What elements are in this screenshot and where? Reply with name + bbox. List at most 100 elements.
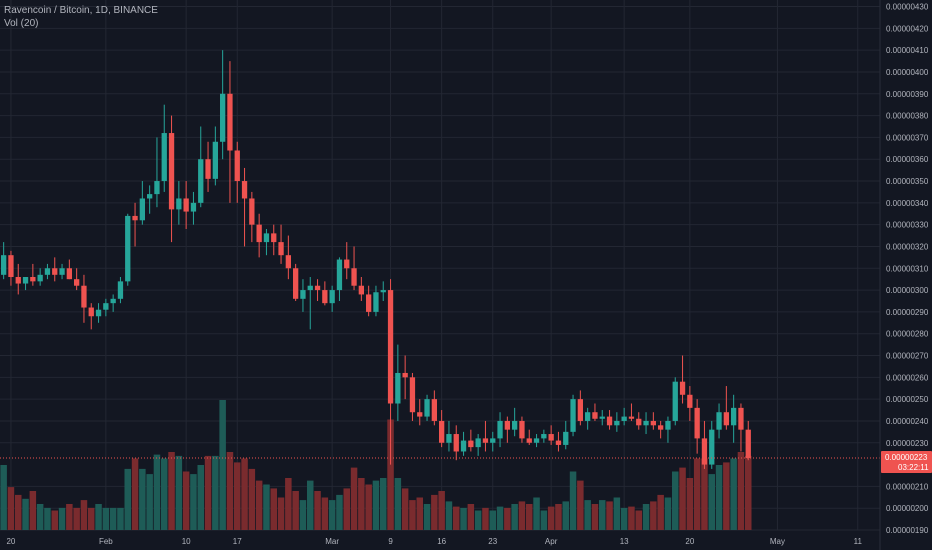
candle-body <box>125 215 131 282</box>
candle-body <box>212 141 218 179</box>
candle-body <box>322 290 328 304</box>
x-tick-label: May <box>770 537 785 546</box>
volume-bar <box>460 507 467 530</box>
volume-bar <box>591 504 599 530</box>
candle-body <box>344 259 350 269</box>
candle-body <box>533 438 540 443</box>
candle-body <box>679 381 686 395</box>
volume-bar <box>482 507 489 530</box>
last-price-tag <box>881 451 932 474</box>
volume-bar <box>248 468 256 530</box>
candle-body <box>30 276 36 282</box>
candle-body <box>723 412 729 426</box>
y-tick-label: 0.00000410 <box>886 46 929 55</box>
volume-bar <box>635 510 642 530</box>
candle-body <box>636 418 642 426</box>
candle-body <box>402 372 408 378</box>
volume-bar <box>175 455 183 530</box>
volume-bar <box>44 507 51 530</box>
volume-bar <box>292 491 299 530</box>
volume-bar <box>350 467 358 530</box>
x-tick-label: 13 <box>620 537 629 546</box>
y-tick-label: 0.00000190 <box>886 526 929 535</box>
candle-body <box>606 416 613 426</box>
y-tick-label: 0.00000360 <box>886 155 929 164</box>
x-tick-label: Feb <box>99 537 113 546</box>
volume-bar <box>314 491 321 530</box>
candle-body <box>227 93 233 151</box>
volume-bar <box>182 471 190 530</box>
candle-body <box>424 399 430 417</box>
candle-body <box>285 255 291 269</box>
volume-bar <box>73 507 80 530</box>
volume-bar <box>526 504 533 530</box>
y-tick-label: 0.00000270 <box>886 352 929 361</box>
volume-bar <box>22 498 29 530</box>
volume-bar <box>204 455 212 530</box>
candle-body <box>15 276 21 284</box>
volume-bar <box>197 465 204 530</box>
volume-bar <box>613 497 621 530</box>
candle-body <box>497 420 503 439</box>
candle-body <box>8 255 14 277</box>
y-tick-label: 0.00000400 <box>886 68 929 77</box>
volume-bar <box>234 462 241 530</box>
candle-body <box>541 434 547 439</box>
candle-body <box>548 434 554 441</box>
candle-body <box>44 268 51 275</box>
volume-bar <box>36 504 44 530</box>
volume-bar <box>358 478 365 530</box>
volume-bar <box>701 458 708 530</box>
candle-body <box>490 438 496 443</box>
volume-bar <box>445 501 453 530</box>
candle-body <box>249 198 255 225</box>
volume-bar <box>708 474 715 530</box>
candle-body <box>672 381 678 421</box>
volume-bar <box>139 468 146 530</box>
candle-body <box>168 133 175 210</box>
candle-body <box>256 224 262 243</box>
volume-bar <box>102 507 110 530</box>
candle-body <box>387 290 394 404</box>
y-tick-label: 0.00000430 <box>886 3 929 12</box>
volume-bar <box>51 510 58 530</box>
volume-bar <box>650 501 657 530</box>
candle-body <box>658 425 664 430</box>
candle-body <box>154 181 160 195</box>
candle-body <box>22 276 29 284</box>
candle-body <box>380 290 386 293</box>
volume-bar <box>489 510 496 530</box>
volume-bar <box>88 507 95 530</box>
volume-bar <box>511 504 518 530</box>
candle-body <box>37 274 43 282</box>
y-tick-label: 0.00000370 <box>886 133 929 142</box>
candle-body <box>439 420 445 443</box>
volume-bar <box>161 458 168 530</box>
volume-bar <box>569 471 577 530</box>
volume-bar <box>584 500 591 530</box>
candle-body <box>88 307 94 317</box>
candle-body <box>643 420 649 426</box>
y-tick-label: 0.00000210 <box>886 482 929 491</box>
y-tick-label: 0.00000250 <box>886 395 929 404</box>
candle-body <box>650 420 656 426</box>
candle-body <box>1 255 7 275</box>
volume-bar <box>467 504 475 530</box>
volume-bar <box>29 491 37 530</box>
y-tick-label: 0.00000200 <box>886 504 929 513</box>
candle-body <box>628 416 635 419</box>
candle-body <box>504 420 510 430</box>
candle-body <box>512 420 518 430</box>
candle-body <box>446 434 452 443</box>
y-tick-label: 0.00000320 <box>886 242 929 251</box>
volume-bar <box>15 494 22 530</box>
candle-body <box>110 298 116 304</box>
y-tick-label: 0.00000350 <box>886 177 929 186</box>
candle-body <box>81 285 87 308</box>
candle-body <box>307 285 313 291</box>
y-tick-label: 0.00000230 <box>886 439 929 448</box>
y-tick-label: 0.00000380 <box>886 112 929 121</box>
x-tick-label: 23 <box>488 537 497 546</box>
countdown-timer: 03:22:11 <box>898 463 929 472</box>
